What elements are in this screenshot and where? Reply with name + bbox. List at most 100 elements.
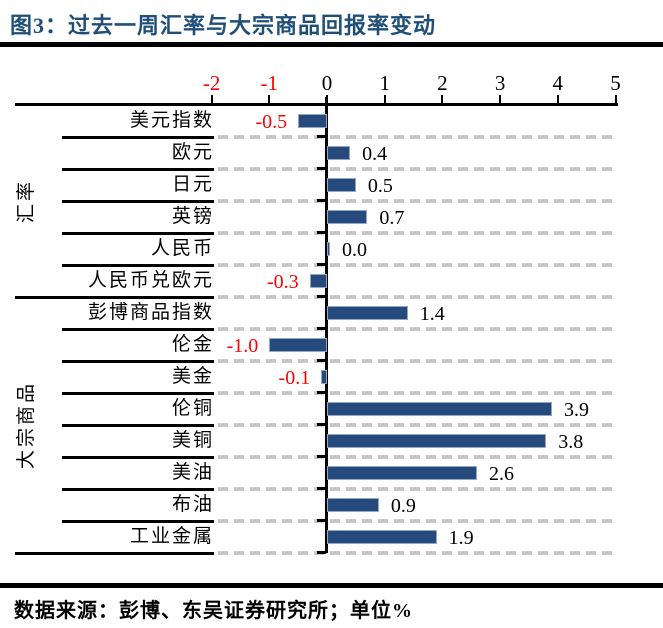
value-label: 0.0 (342, 239, 367, 261)
title-divider (0, 42, 663, 47)
zero-axis-tick (317, 391, 326, 394)
value-label: 1.4 (419, 303, 445, 325)
bar (327, 146, 351, 160)
category-label: 人民币 (150, 238, 214, 259)
row-gridline (218, 135, 613, 139)
zero-axis-tick (317, 231, 326, 234)
axis-tick-label: 1 (379, 71, 390, 95)
row-gridline (218, 231, 613, 235)
axis-tick-label: 4 (552, 71, 564, 95)
category-label: 日元 (171, 174, 214, 195)
category-label: 工业金属 (129, 526, 214, 547)
row-separator-line (62, 264, 214, 267)
value-label: 1.9 (448, 527, 474, 549)
zero-axis-tick (317, 359, 326, 362)
group-separator-line (15, 296, 214, 299)
axis-tick-label: 5 (610, 71, 621, 95)
bar (327, 242, 330, 256)
group-separator-line (15, 552, 214, 555)
axis-tick-mark (556, 95, 559, 104)
axis-tick-mark (268, 95, 271, 104)
row-separator-line (62, 328, 214, 331)
zero-axis-tick (317, 295, 326, 298)
zero-axis-tick (317, 487, 326, 490)
bar (309, 274, 327, 288)
row-separator-line (62, 488, 214, 491)
value-label: 3.8 (558, 431, 584, 453)
zero-axis-tick (317, 135, 326, 138)
row-gridline (218, 391, 613, 395)
bar (327, 306, 408, 320)
row-gridline (218, 327, 613, 331)
axis-tick-mark (441, 95, 444, 104)
footer-divider (0, 583, 663, 588)
category-label: 布油 (171, 494, 214, 515)
bar (269, 338, 327, 352)
row-gridline (218, 167, 613, 171)
row-gridline (218, 295, 613, 299)
category-label: 美铜 (171, 430, 214, 451)
category-label: 伦铜 (171, 398, 214, 419)
value-label: 0.7 (379, 207, 405, 229)
zero-axis-line (325, 97, 328, 553)
row-gridline (218, 551, 613, 555)
axis-tick-label: -2 (202, 71, 221, 95)
category-label: 伦金 (171, 334, 214, 355)
axis-tick-mark (614, 95, 617, 104)
axis-tick-label: 2 (437, 71, 448, 95)
category-label: 欧元 (171, 142, 214, 163)
bar (327, 466, 478, 480)
row-separator-line (62, 136, 214, 139)
bar (327, 210, 368, 224)
zero-axis-tick (317, 519, 326, 522)
bar (298, 114, 327, 128)
zero-axis-tick (317, 263, 326, 266)
value-label: -0.1 (278, 367, 311, 389)
value-label: 0.4 (362, 143, 388, 165)
row-gridline (218, 487, 613, 491)
zero-axis-tick (317, 167, 326, 170)
row-gridline (218, 423, 613, 427)
zero-axis-tick (317, 327, 326, 330)
row-separator-line (62, 424, 214, 427)
axis-tick-mark (210, 95, 213, 104)
value-label: 2.6 (489, 463, 515, 485)
zero-axis-tick (317, 455, 326, 458)
category-label: 美金 (171, 366, 214, 387)
bar (327, 434, 547, 448)
row-separator-line (62, 520, 214, 523)
row-gridline (218, 263, 613, 267)
axis-tick-label: 0 (321, 71, 333, 95)
row-separator-line (62, 232, 214, 235)
axis-tick-label: -1 (260, 71, 279, 95)
axis-tick-label: 3 (494, 71, 506, 95)
category-label: 美油 (171, 462, 214, 483)
category-label: 美元指数 (129, 110, 214, 131)
value-label: -0.5 (255, 111, 288, 133)
axis-tick-mark (326, 95, 328, 104)
row-gridline (218, 519, 613, 523)
row-gridline (218, 455, 613, 459)
value-label: 3.9 (564, 399, 590, 421)
row-separator-line (62, 200, 214, 203)
value-label: -1.0 (226, 335, 259, 357)
zero-axis-tick (317, 551, 326, 554)
bar (327, 402, 553, 416)
axis-tick-mark (499, 95, 502, 104)
axis-tick-mark (383, 95, 386, 104)
bar (321, 370, 327, 384)
row-separator-line (62, 456, 214, 459)
category-label: 英镑 (171, 206, 214, 227)
bar (327, 498, 379, 512)
chart-title: 图3：过去一周汇率与大宗商品回报率变动 (10, 13, 437, 38)
top-axis-line (15, 103, 618, 106)
category-label: 人民币兑欧元 (87, 270, 214, 291)
row-separator-line (62, 168, 214, 171)
row-separator-line (62, 392, 214, 395)
bar (327, 530, 437, 544)
bar (327, 178, 356, 192)
row-gridline (218, 359, 613, 363)
row-separator-line (62, 360, 214, 363)
value-label: -0.3 (267, 271, 299, 293)
